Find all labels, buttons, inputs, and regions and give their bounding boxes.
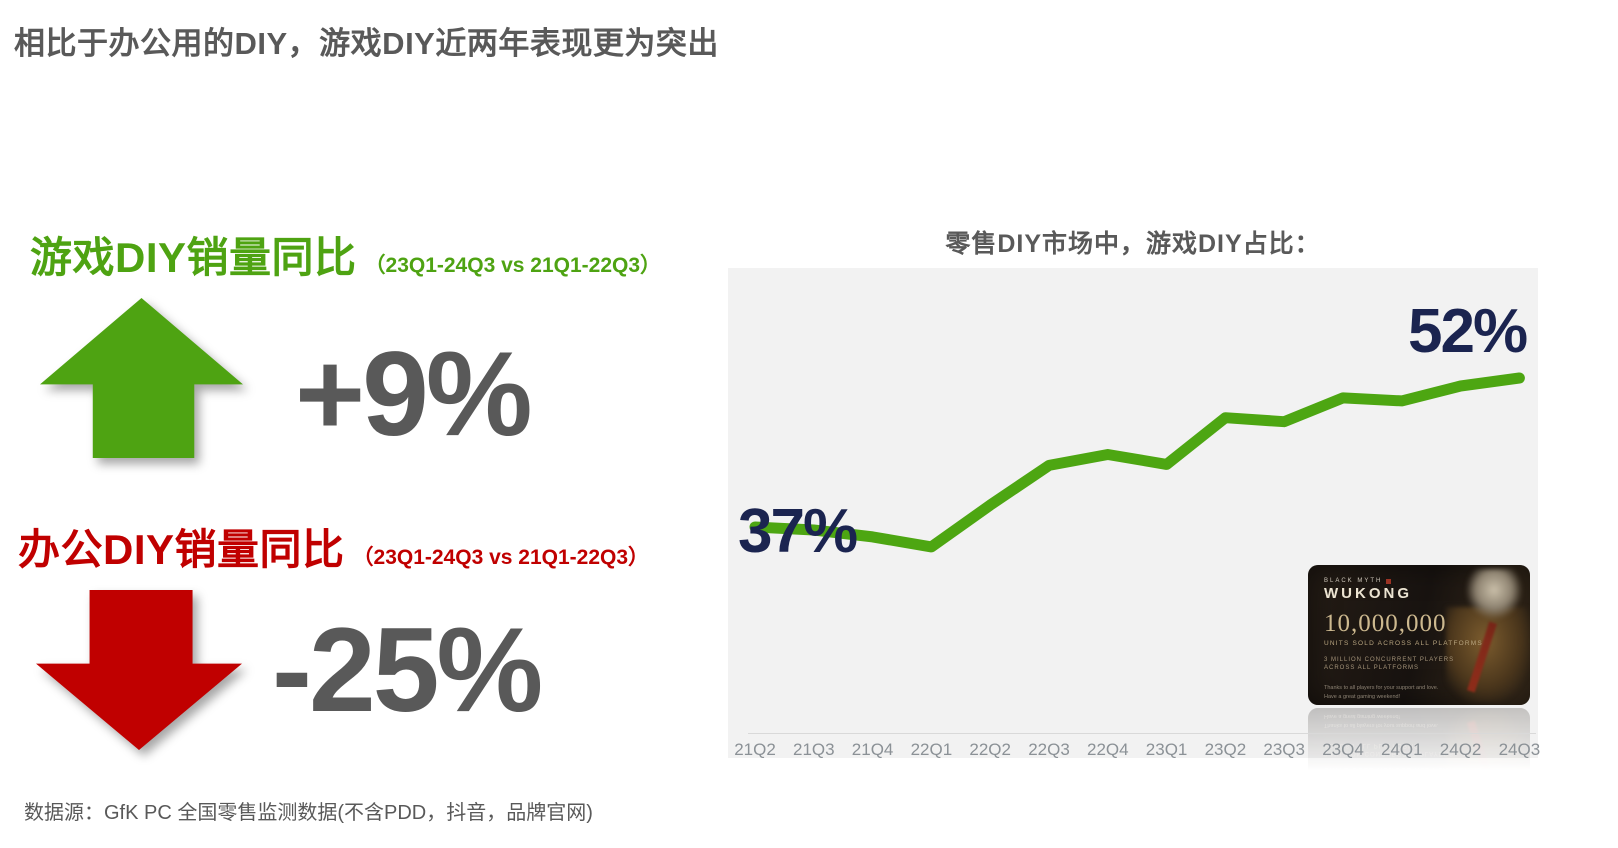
up-arrow-shape — [40, 298, 243, 458]
wukong-card-text: BLACK MYTH WUKONG 10,000,000 UNITS SOLD … — [1324, 578, 1483, 705]
wukong-brand-small: BLACK MYTH — [1324, 578, 1383, 584]
wukong-character-figure — [1434, 565, 1530, 705]
down-arrow-shape — [36, 590, 242, 750]
gaming-diy-value: +9% — [295, 327, 533, 461]
x-axis-label: 24Q3 — [1498, 740, 1541, 759]
gaming-diy-heading: 游戏DIY销量同比 （23Q1-24Q3 vs 21Q1-22Q3） — [30, 224, 661, 285]
x-axis-label: 21Q3 — [793, 740, 835, 759]
wukong-units-headline: 10,000,000 — [1324, 610, 1447, 637]
x-axis-label: 23Q4 — [1322, 740, 1364, 759]
down-arrow-icon — [36, 590, 242, 750]
x-axis-label: 23Q2 — [1204, 740, 1247, 759]
wukong-units-subline: UNITS SOLD ACROSS ALL PLATFORMS — [1324, 640, 1483, 647]
wukong-sales-card-image: BLACK MYTH WUKONG 10,000,000 UNITS SOLD … — [1308, 565, 1530, 705]
gaming-diy-label: 游戏DIY销量同比 — [30, 234, 357, 281]
x-axis-labels: 21Q2 21Q3 21Q4 22Q1 22Q2 22Q3 22Q4 23Q1 23Q2 23Q3… — [728, 740, 1541, 764]
x-axis-label: 21Q2 — [734, 740, 776, 759]
wukong-note-block: Thanks to all players for your support a… — [1324, 684, 1454, 705]
chart-title: 零售DIY市场中，游戏DIY占比： — [945, 230, 1321, 258]
wukong-players-line2: ACROSS ALL PLATFORMS — [1324, 665, 1420, 671]
trend-chart — [749, 372, 1525, 553]
x-axis-label: 24Q2 — [1439, 740, 1482, 759]
wukong-brand-large: WUKONG — [1324, 585, 1412, 602]
office-diy-label: 办公DIY销量同比 — [18, 526, 345, 573]
data-source-note: 数据源：GfK PC 全国零售监测数据(不含PDD，抖音，品牌官网) — [24, 802, 593, 824]
seal-icon — [1386, 578, 1392, 584]
trend-line — [749, 372, 1525, 553]
office-diy-heading: 办公DIY销量同比 （23Q1-24Q3 vs 21Q1-22Q3） — [18, 516, 649, 577]
x-axis-label: 23Q1 — [1145, 740, 1188, 759]
wukong-head-shape — [1466, 569, 1522, 619]
x-axis-label: 22Q3 — [1028, 740, 1070, 759]
x-axis-label: 22Q1 — [910, 740, 953, 759]
x-axis-line — [748, 733, 1536, 734]
wukong-players-line1: 3 MILLION CONCURRENT PLAYERS — [1324, 657, 1455, 663]
end-value-label: 52% — [1408, 297, 1528, 366]
x-axis-label: 23Q3 — [1263, 740, 1305, 759]
office-diy-value: -25% — [272, 603, 543, 737]
chart-panel: 37% 52% BLACK MYTH WUKONG 10,000,000 UNI… — [728, 268, 1540, 759]
wukong-note-line1: Thanks to all players for your support a… — [1324, 685, 1439, 691]
up-arrow-icon — [40, 298, 243, 458]
gaming-diy-period: （23Q1-24Q3 vs 21Q1-22Q3） — [364, 254, 662, 277]
wukong-note-line2: Have a great gaming weekend! — [1324, 694, 1401, 701]
wukong-armor-shape — [1446, 607, 1530, 703]
x-axis-label: 24Q1 — [1381, 740, 1423, 759]
start-value-label: 37% — [738, 497, 858, 566]
office-diy-period: （23Q1-24Q3 vs 21Q1-22Q3） — [352, 546, 650, 569]
x-axis-label: 22Q4 — [1087, 740, 1129, 759]
wukong-brand-row: BLACK MYTH — [1324, 578, 1454, 584]
page-title: 相比于办公用的DIY，游戏DIY近两年表现更为突出 — [14, 26, 719, 61]
x-axis-label: 22Q2 — [969, 740, 1011, 759]
x-axis-label: 21Q4 — [851, 740, 894, 759]
